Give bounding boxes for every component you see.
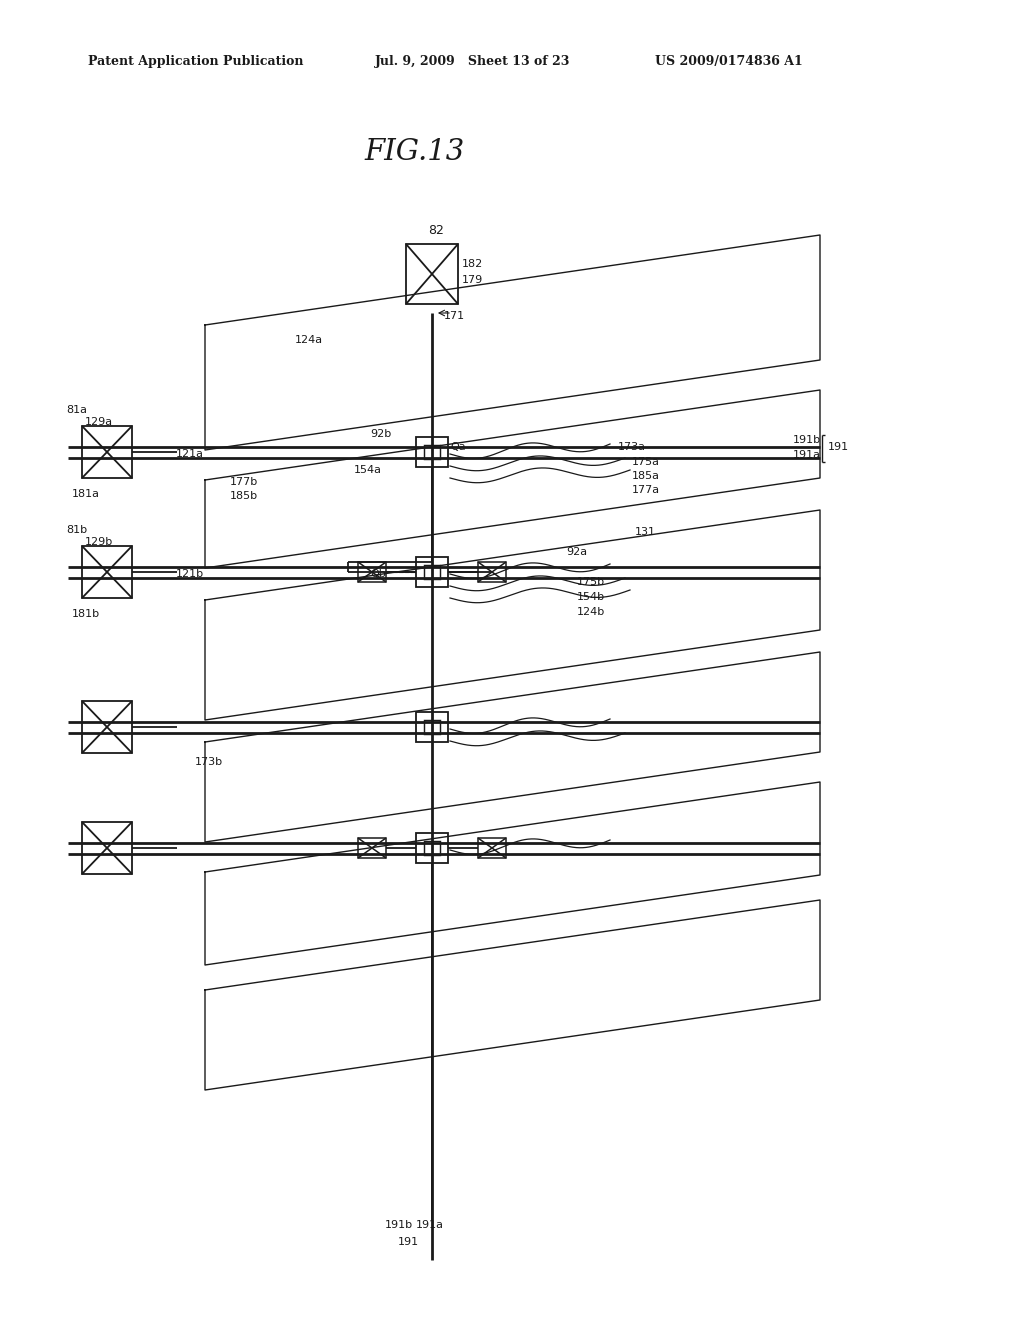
Text: Patent Application Publication: Patent Application Publication bbox=[88, 55, 303, 69]
Text: 81b: 81b bbox=[66, 525, 87, 535]
Text: 175a: 175a bbox=[632, 457, 660, 467]
Bar bbox=[82, 426, 132, 478]
Text: 177a: 177a bbox=[632, 484, 660, 495]
Text: 129b: 129b bbox=[85, 537, 114, 546]
Text: 173b: 173b bbox=[195, 756, 223, 767]
Bar bbox=[358, 562, 386, 582]
Bar bbox=[358, 838, 386, 858]
Bar bbox=[478, 838, 506, 858]
Text: 154b: 154b bbox=[577, 591, 605, 602]
Text: FIG.13: FIG.13 bbox=[365, 139, 465, 166]
Text: 81a: 81a bbox=[66, 405, 87, 414]
Text: 154a: 154a bbox=[354, 465, 382, 475]
Text: 191b: 191b bbox=[385, 1220, 413, 1230]
Text: Jul. 9, 2009   Sheet 13 of 23: Jul. 9, 2009 Sheet 13 of 23 bbox=[375, 55, 570, 69]
Bar bbox=[424, 841, 440, 855]
Bar bbox=[424, 565, 440, 579]
Text: US 2009/0174836 A1: US 2009/0174836 A1 bbox=[655, 55, 803, 69]
Text: 181b: 181b bbox=[72, 609, 100, 619]
Text: 177b: 177b bbox=[230, 477, 258, 487]
Bar bbox=[416, 833, 449, 863]
Text: 129a: 129a bbox=[85, 417, 113, 426]
Text: 191a: 191a bbox=[793, 450, 821, 459]
Text: 171: 171 bbox=[444, 312, 465, 321]
Text: 182: 182 bbox=[462, 259, 483, 269]
Bar bbox=[478, 562, 506, 582]
Bar bbox=[82, 546, 132, 598]
Text: Qa: Qa bbox=[450, 442, 466, 451]
Text: 121b: 121b bbox=[176, 569, 204, 579]
Text: 131: 131 bbox=[635, 527, 656, 537]
Bar bbox=[424, 719, 440, 734]
Text: 175b: 175b bbox=[577, 577, 605, 587]
Text: 124b: 124b bbox=[577, 607, 605, 616]
Text: Qb: Qb bbox=[370, 569, 386, 579]
Bar bbox=[416, 437, 449, 467]
Text: 92b: 92b bbox=[370, 429, 391, 440]
Text: 191: 191 bbox=[397, 1237, 419, 1247]
Text: 92a: 92a bbox=[566, 546, 587, 557]
Bar bbox=[424, 445, 440, 459]
Text: 185a: 185a bbox=[632, 471, 660, 480]
Bar bbox=[82, 822, 132, 874]
Text: 191a: 191a bbox=[416, 1220, 444, 1230]
Text: 121a: 121a bbox=[176, 449, 204, 459]
Text: 181a: 181a bbox=[72, 488, 100, 499]
Text: 124a: 124a bbox=[295, 335, 324, 345]
Text: 185b: 185b bbox=[230, 491, 258, 502]
Text: 191: 191 bbox=[828, 442, 849, 451]
Text: 191b: 191b bbox=[793, 436, 821, 445]
Bar bbox=[406, 244, 458, 304]
Bar bbox=[416, 557, 449, 587]
Text: 82: 82 bbox=[428, 224, 444, 238]
Bar bbox=[416, 711, 449, 742]
Text: 173a: 173a bbox=[618, 442, 646, 451]
Text: 179: 179 bbox=[462, 275, 483, 285]
Bar bbox=[82, 701, 132, 752]
